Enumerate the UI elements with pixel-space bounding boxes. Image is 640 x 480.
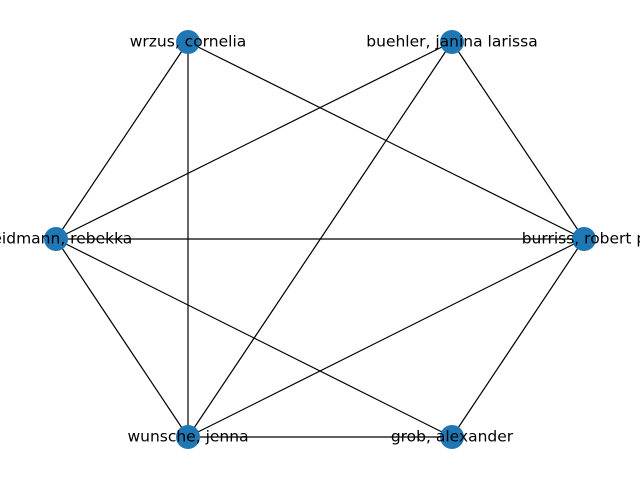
node-label-weidmann: weidmann, rebekka (0, 230, 132, 248)
nodes-layer (44, 30, 596, 449)
node-buehler (440, 30, 464, 54)
edges-layer (55, 41, 585, 438)
edge-weidmann-grob (55, 238, 453, 438)
node-wunsche (176, 425, 200, 449)
node-label-wrzus: wrzus, cornelia (130, 33, 247, 51)
node-burriss (572, 227, 596, 251)
edge-burriss-grob (451, 238, 585, 438)
node-grob (440, 425, 464, 449)
edge-weidmann-wunsche (55, 238, 189, 438)
node-weidmann (44, 227, 68, 251)
edge-wrzus-weidmann (55, 41, 189, 240)
labels-layer: wrzus, cornelia buehler, janina larissa we… (0, 33, 640, 446)
edge-burriss-wunsche (187, 238, 585, 438)
node-label-buehler: buehler, janina larissa (366, 33, 537, 51)
node-label-grob: grob, alexander (391, 428, 514, 446)
edge-buehler-burriss (451, 41, 585, 240)
node-label-burriss: burriss, robert p (522, 230, 640, 248)
node-wrzus (176, 30, 200, 54)
node-label-wunsche: wunsche, jenna (127, 428, 248, 446)
edge-buehler-weidmann (55, 41, 453, 240)
